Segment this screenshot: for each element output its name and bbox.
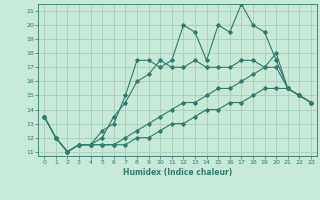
X-axis label: Humidex (Indice chaleur): Humidex (Indice chaleur) bbox=[123, 168, 232, 177]
